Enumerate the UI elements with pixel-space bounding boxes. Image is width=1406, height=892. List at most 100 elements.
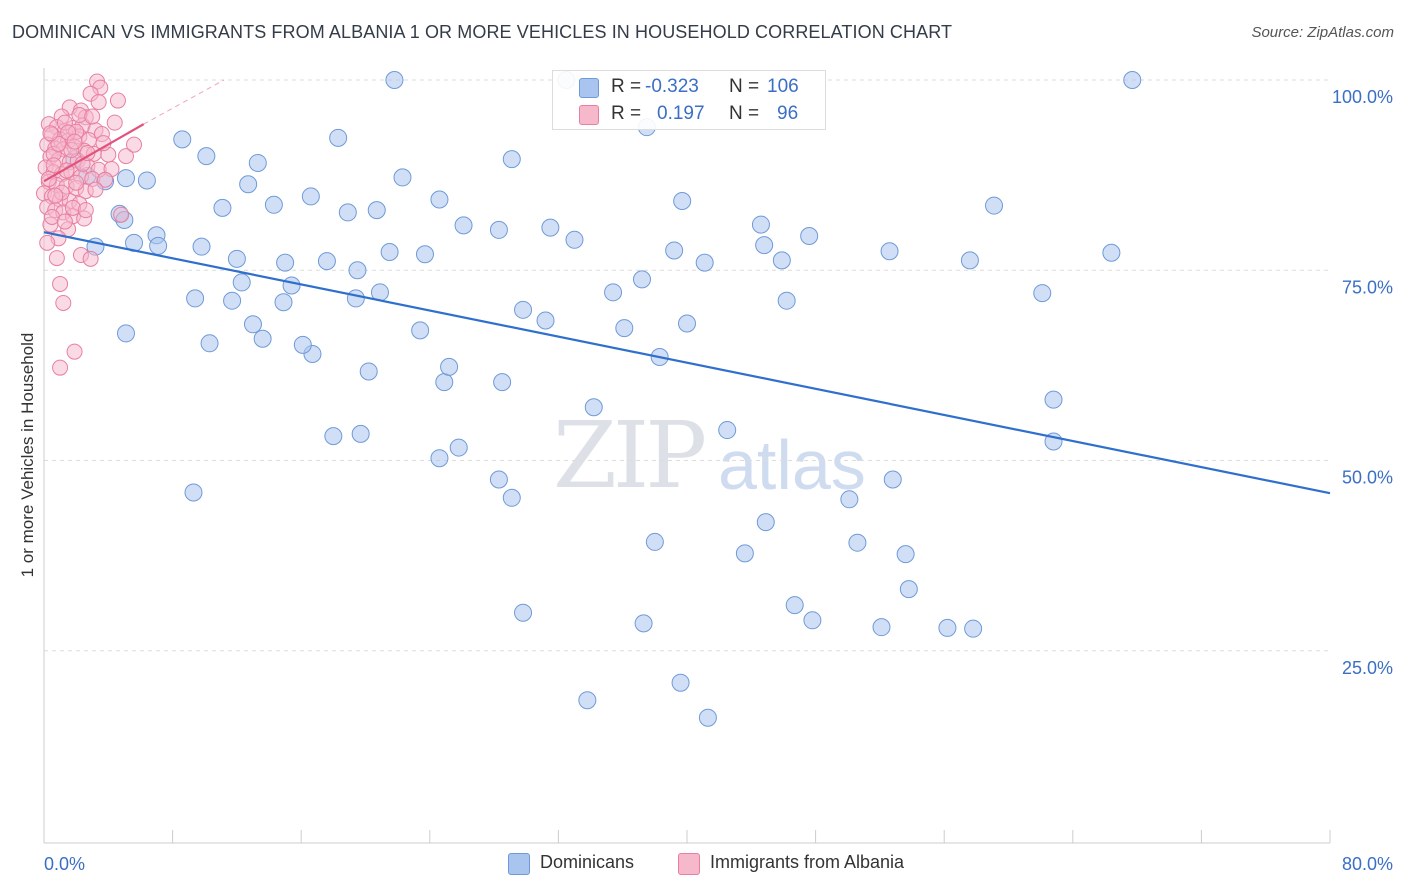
legend-swatch-blue [579,78,599,98]
dominicans-point [541,218,560,237]
dominicans-point [673,191,692,210]
albania-point [48,250,65,267]
dominicans-point [223,291,242,310]
dominicans-point [264,195,283,214]
dominicans-point [632,270,651,289]
dominicans-point [772,251,791,270]
dominicans-point [227,249,246,268]
dominicans-point [489,220,508,239]
dominicans-point [840,490,859,509]
dominicans-point [346,289,365,308]
dominicans-point [324,427,343,446]
dominicans-point [415,245,434,264]
dominicans-point [329,128,348,147]
dominicans-point [430,190,449,209]
albania-point [84,108,101,125]
legend-row-dominicans: R = -0.323 N = 106 [553,74,825,101]
legend-swatch-pink [579,105,599,125]
legend-r-value: -0.323 [645,76,699,97]
dominicans-point [385,71,404,89]
dominicans-point [1102,243,1121,262]
albania-point [77,202,94,219]
dominicans-point [938,618,957,637]
dominicans-point [192,237,211,256]
x-tick-label: 80.0% [1342,854,1393,874]
legend-label-albania: Immigrants from Albania [710,852,905,872]
dominicans-point [578,691,597,710]
dominicans-point [584,398,603,417]
watermark-atlas: atlas [718,426,866,504]
legend-n-label: N = [729,76,760,97]
chart-title: DOMINICAN VS IMMIGRANTS FROM ALBANIA 1 O… [12,22,953,42]
albania-point [55,294,72,311]
albania-trend-extension [143,79,225,125]
dominicans-point [645,532,664,551]
dominicans-point [718,421,737,440]
dominicans-point [1044,390,1063,409]
dominicans-point [348,261,367,280]
dominicans-point [665,241,684,260]
axes [43,68,1331,844]
dominicans-point [200,334,219,353]
dominicans-point [440,357,459,376]
dominicans-point [253,329,272,348]
dominicans-point [514,603,533,622]
y-axis-title: 1 or more Vehicles in Household [18,332,37,578]
dominicans-point [536,311,555,330]
dominicans-point [985,196,1004,215]
dominicans-point [186,289,205,308]
albania-point [113,206,130,223]
grid-lines [44,79,1330,652]
dominicans-point [149,236,168,255]
dominicans-point [899,580,918,599]
dominicans-point [751,215,770,234]
legend-swatch-pink [678,853,700,875]
legend-n-value: 96 [777,103,799,124]
dominicans-point [449,438,468,457]
albania-trend-line [43,123,145,183]
dominicans-point [435,373,454,392]
legend-n-value: 106 [767,76,799,97]
dominicans-point [116,169,135,188]
dominicans-point [243,315,262,334]
albania-point [97,171,114,188]
dominicans-point [359,362,378,381]
dominicans-points [65,71,1142,727]
legend-n-label: N = [729,103,760,124]
y-tick-label: 100.0% [1332,87,1393,107]
trend-lines [43,79,1331,495]
dominicans-point [197,147,216,166]
legend-r-label: R = [611,103,642,124]
dominicans-point [317,252,336,271]
dominicans-point [184,483,203,502]
dominicans-point [1033,284,1052,303]
dominicans-point [883,470,902,489]
y-tick-label: 50.0% [1342,468,1393,488]
dominicans-point [338,203,357,222]
legend-r-label: R = [611,76,642,97]
albania-point [52,275,69,292]
dominicans-point [1123,71,1142,89]
dominicans-point [276,253,295,272]
dominicans-point [380,242,399,261]
dominicans-point [800,227,819,246]
x-tick-label: 0.0% [44,854,85,874]
dominicans-point [502,150,521,169]
albania-point [117,148,134,165]
dominicans-point [367,201,386,220]
dominicans-point [960,251,979,270]
dominicans-point [848,533,867,552]
legend-swatch-blue [508,853,530,875]
legend-row-albania: R = 0.197 N = 96 [553,101,825,128]
dominicans-point [430,449,449,468]
albania-point [56,213,73,230]
dominicans-point [756,513,775,532]
albania-point [42,125,59,142]
dominicans-trend-line [43,231,1331,495]
albania-point [126,136,143,153]
dominicans-point [803,611,822,630]
dominicans-point [755,236,774,255]
dominicans-point [565,230,584,249]
dominicans-point [411,321,430,340]
dominicans-point [454,216,473,235]
